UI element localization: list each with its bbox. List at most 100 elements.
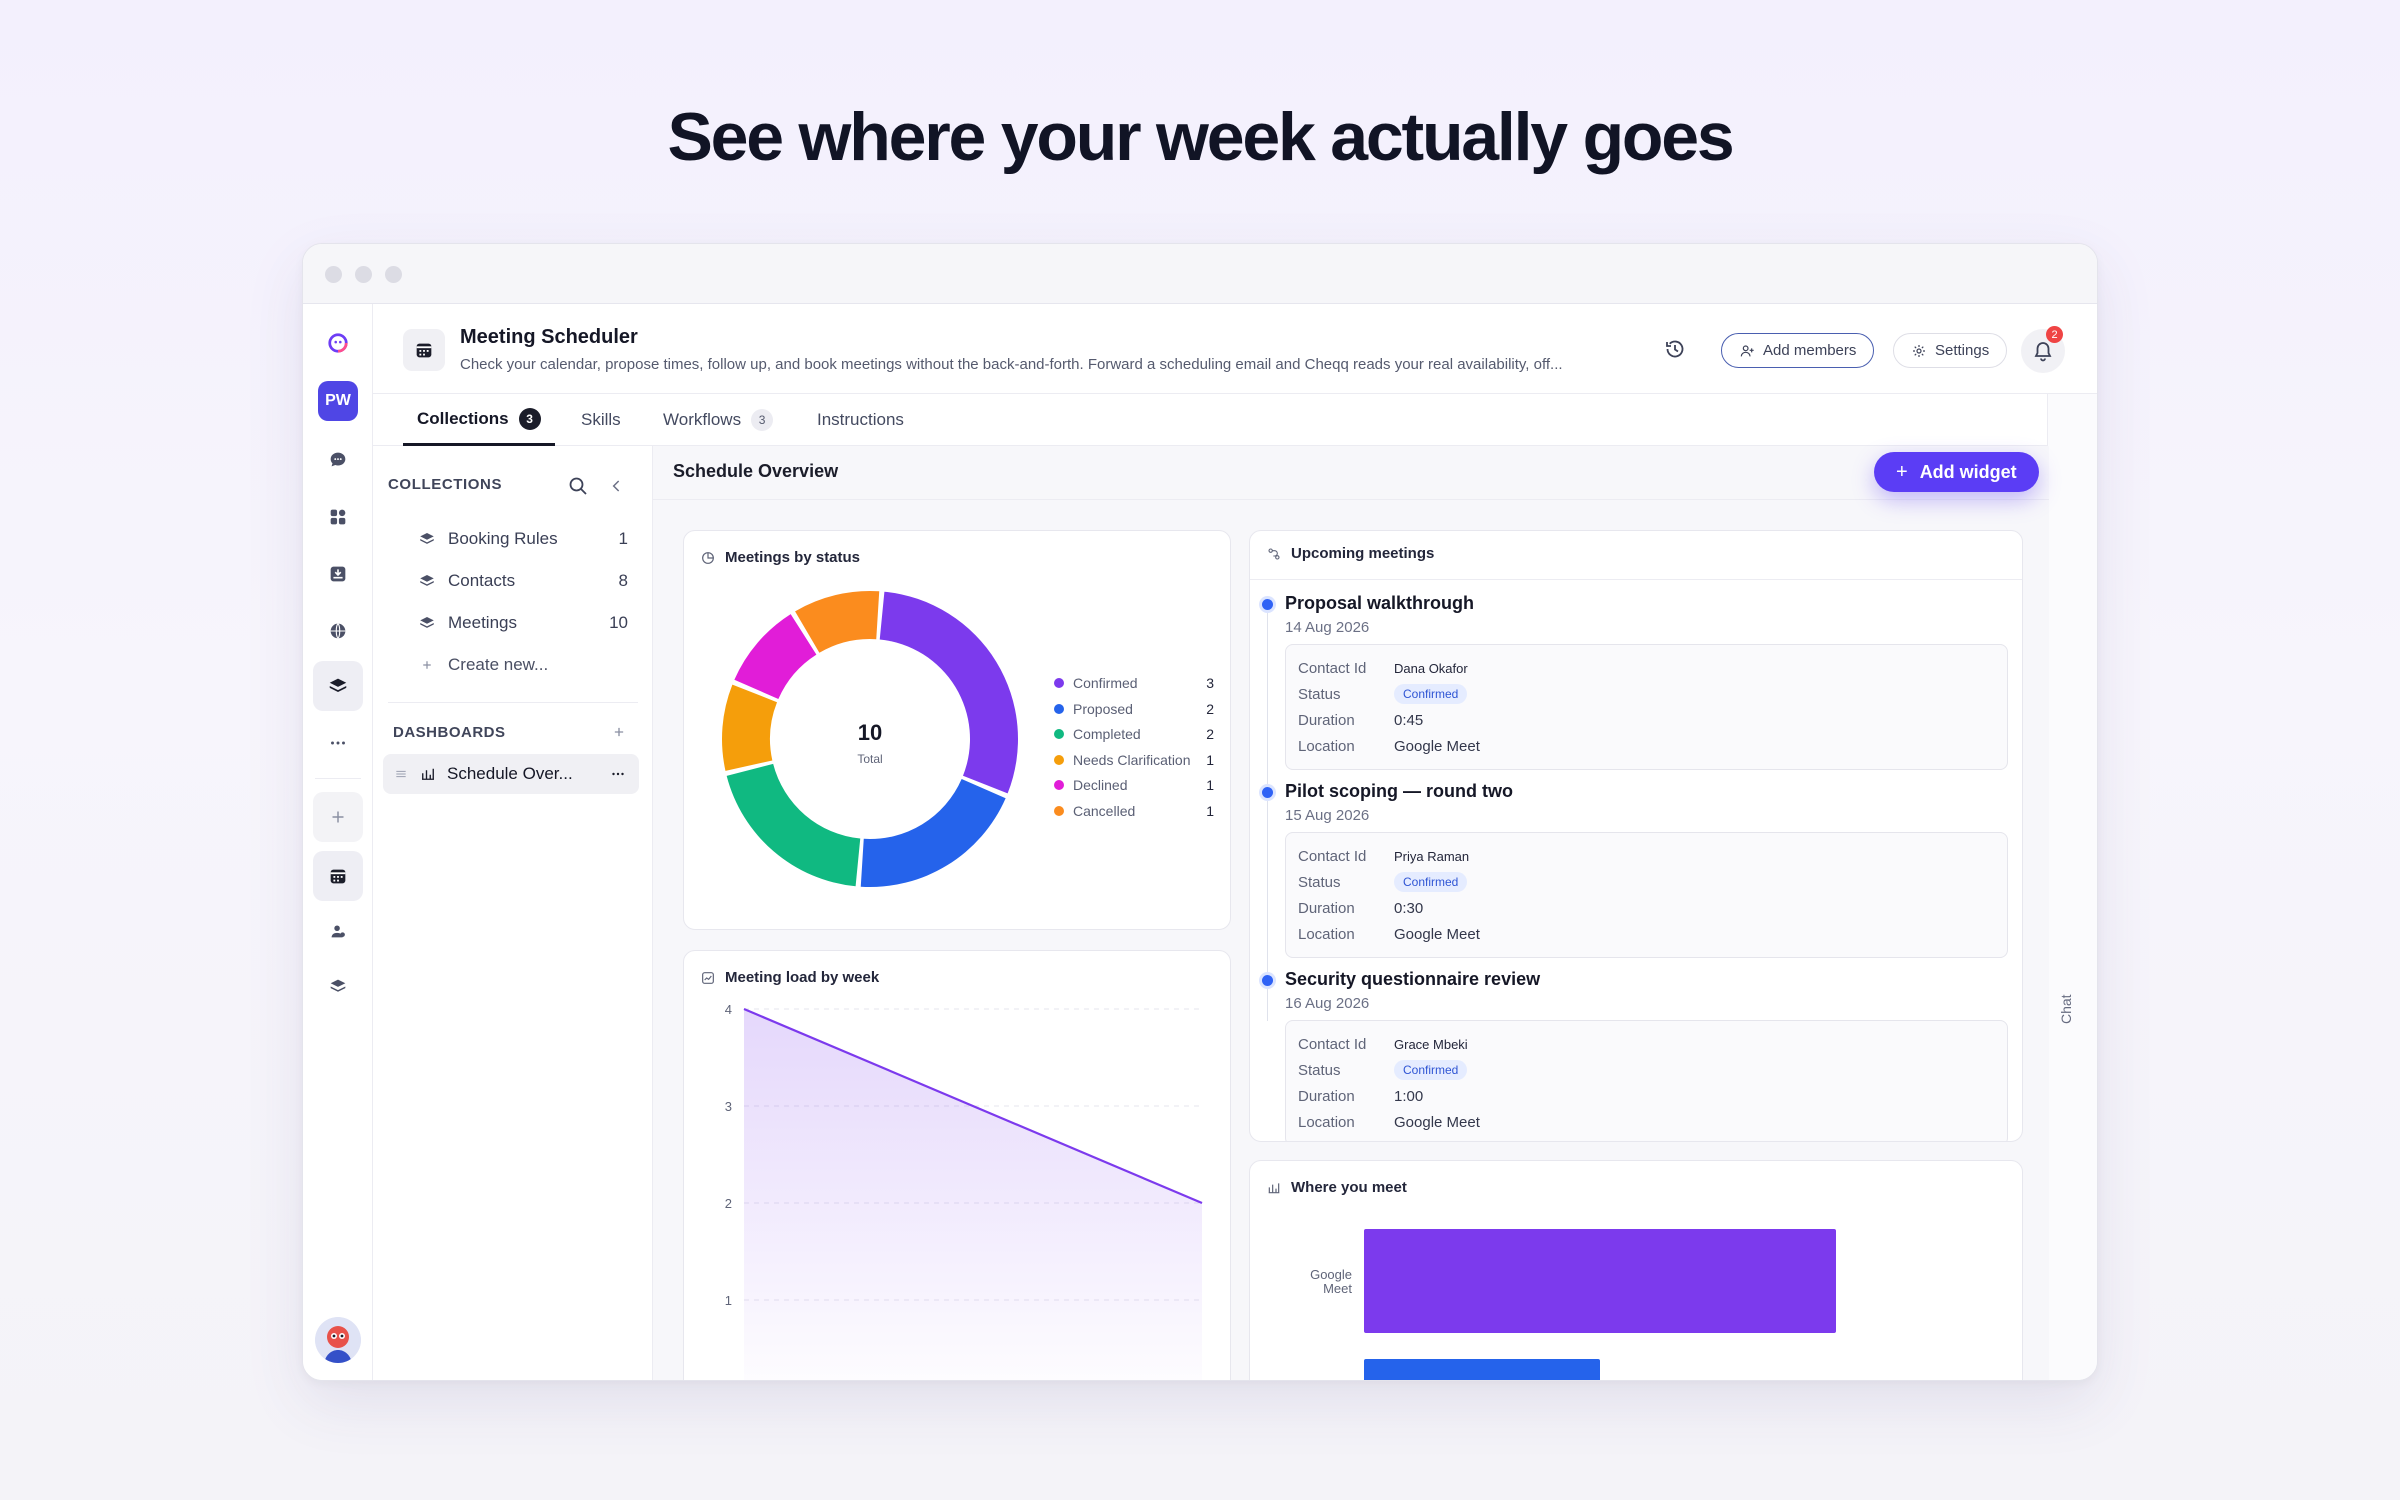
meetings-by-status-widget[interactable]: Meetings by status 10 Total Confirmed 3 Pr…	[683, 530, 1231, 930]
legend-item[interactable]: Needs Clarification 1	[1054, 750, 1214, 770]
add-dashboard-icon[interactable]	[609, 722, 629, 742]
legend-item[interactable]: Completed 2	[1054, 724, 1214, 744]
meeting-title: Proposal walkthrough	[1285, 593, 1475, 613]
user-avatar[interactable]	[315, 1317, 361, 1363]
history-icon[interactable]	[1663, 337, 1687, 361]
layers-icon[interactable]	[313, 961, 363, 1011]
field-label: Contact Id	[1298, 847, 1367, 865]
plus-icon: +	[1896, 460, 1908, 483]
bar[interactable]	[1364, 1359, 1600, 1381]
legend-item[interactable]: Proposed 2	[1054, 699, 1214, 719]
settings-label: Settings	[1935, 342, 1990, 359]
add-members-button[interactable]: Add members	[1721, 333, 1875, 368]
area-line[interactable]	[743, 1007, 1203, 1205]
collapse-panel-icon[interactable]	[607, 476, 627, 496]
inbox-icon[interactable]	[313, 549, 363, 599]
collection-count: 1	[618, 529, 628, 548]
tab-bar: Collections 3 Skills Workflows 3 Instruc…	[373, 394, 2049, 446]
bar-category-label: Google	[1310, 1267, 1352, 1282]
dashboard-main: Schedule Overview + Add widget Meetings …	[653, 446, 2049, 1380]
collection-label: Contacts	[448, 571, 516, 590]
add-app-icon[interactable]	[313, 792, 363, 842]
legend-item[interactable]: Cancelled 1	[1054, 801, 1214, 821]
meeting-date: 15 Aug 2026	[1285, 807, 1370, 824]
drag-handle-icon[interactable]	[393, 766, 409, 782]
tab-instructions[interactable]: Instructions	[817, 394, 904, 446]
more-icon[interactable]	[313, 718, 363, 768]
dashboards-heading: DASHBOARDS	[393, 724, 506, 741]
meeting-load-widget[interactable]: Meeting load by week 4 3 2 1	[683, 950, 1231, 1380]
widget-title-text: Upcoming meetings	[1291, 545, 1435, 562]
chat-panel-toggle[interactable]: Chat	[2047, 394, 2097, 1380]
y-tick-label: 3	[725, 1099, 732, 1114]
meeting-details: Contact Id Dana Okafor Status Confirmed Du…	[1285, 644, 2008, 770]
duration-value: 1:00	[1394, 1087, 1424, 1105]
donut-slice-confirmed[interactable]	[879, 591, 1018, 794]
bar-category-label: Meet	[1323, 1281, 1352, 1296]
app-description: Check your calendar, propose times, foll…	[460, 356, 1563, 373]
tab-label: Collections	[417, 408, 509, 428]
tab-collections[interactable]: Collections 3	[403, 394, 555, 446]
left-rail: PW	[303, 304, 373, 1380]
window-dot-close[interactable]	[325, 266, 342, 283]
bar-chart-icon	[1268, 1182, 1280, 1193]
area-chart: 4 3 2 1	[725, 1002, 1203, 1380]
meeting-item[interactable]: Pilot scoping — round two 15 Aug 2026 Co…	[1285, 781, 2008, 958]
field-label: Location	[1298, 1113, 1355, 1131]
legend-value: 1	[1206, 777, 1214, 793]
add-user-icon	[1740, 344, 1754, 356]
widget-title-text: Where you meet	[1291, 1179, 1407, 1196]
create-new-collection-button[interactable]: Create new...	[418, 652, 628, 678]
window-dot-maximize[interactable]	[385, 266, 402, 283]
widget-title: Meetings by status	[700, 549, 860, 566]
meeting-item[interactable]: Proposal walkthrough 14 Aug 2026 Contact…	[1285, 593, 2008, 770]
upcoming-meetings-widget[interactable]: Upcoming meetings Proposal walkthrough 1…	[1249, 530, 2023, 1142]
legend-item[interactable]: Declined 1	[1054, 775, 1214, 795]
contact-value[interactable]: Dana Okafor	[1394, 660, 1468, 676]
app-logo-icon[interactable]	[313, 318, 363, 368]
create-new-label: Create new...	[448, 655, 549, 674]
meeting-item[interactable]: Security questionnaire review 16 Aug 202…	[1285, 969, 2008, 1141]
bar[interactable]	[1364, 1229, 1836, 1333]
add-members-label: Add members	[1763, 342, 1857, 359]
donut-slice-declined[interactable]	[734, 614, 817, 699]
workspace-avatar[interactable]: PW	[318, 381, 358, 421]
chat-icon[interactable]	[313, 435, 363, 485]
calendar-app-icon[interactable]	[313, 851, 363, 901]
add-widget-button[interactable]: + Add widget	[1874, 452, 2039, 492]
tab-skills[interactable]: Skills	[581, 394, 621, 446]
bar-chart-icon	[422, 768, 434, 780]
meeting-title: Security questionnaire review	[1285, 969, 1541, 989]
legend-label: Proposed	[1073, 700, 1133, 717]
tab-workflows[interactable]: Workflows 3	[663, 394, 774, 446]
where-you-meet-widget[interactable]: Where you meet Google Meet	[1249, 1160, 2023, 1381]
apps-grid-icon[interactable]	[313, 492, 363, 542]
donut-slice-completed[interactable]	[726, 763, 861, 887]
donut-slice-cancelled[interactable]	[795, 591, 880, 653]
legend-label: Needs Clarification	[1073, 751, 1191, 768]
contact-value[interactable]: Grace Mbeki	[1394, 1036, 1468, 1052]
legend-label: Confirmed	[1073, 675, 1138, 691]
collection-item-contacts[interactable]: Contacts 8	[418, 568, 628, 594]
window-dot-minimize[interactable]	[355, 266, 372, 283]
collection-item-booking-rules[interactable]: Booking Rules 1	[418, 526, 628, 552]
donut-slice-needs-clarification[interactable]	[722, 684, 778, 771]
notifications-button[interactable]: 2	[2021, 326, 2065, 373]
contacts-icon[interactable]	[313, 906, 363, 956]
donut-slice-proposed[interactable]	[860, 779, 1006, 887]
collection-label: Booking Rules	[448, 529, 558, 548]
more-options-icon[interactable]	[609, 765, 627, 783]
widget-title: Meeting load by week	[700, 969, 879, 986]
bell-icon	[2034, 342, 2052, 362]
collections-panel: COLLECTIONS Booking Rules 1 Contacts 8 M…	[373, 446, 653, 1380]
collection-item-meetings[interactable]: Meetings 10	[418, 610, 628, 636]
search-icon[interactable]	[566, 474, 590, 498]
dashboard-item-schedule-overview[interactable]: Schedule Over...	[383, 754, 639, 794]
rail-divider	[315, 778, 361, 779]
settings-button[interactable]: Settings	[1893, 333, 2008, 368]
collections-stack-icon[interactable]	[313, 661, 363, 711]
legend-item[interactable]: Confirmed 3	[1054, 673, 1214, 693]
contact-value[interactable]: Priya Raman	[1394, 848, 1470, 864]
globe-icon[interactable]	[313, 606, 363, 656]
